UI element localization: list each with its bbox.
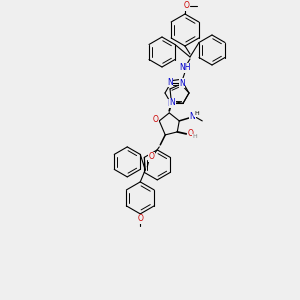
Text: O: O [148,152,154,161]
Text: H: H [192,134,196,140]
Text: O: O [152,116,158,124]
Text: N: N [167,99,173,108]
Text: N: N [167,78,173,87]
Text: N: N [189,112,195,122]
Text: NH: NH [179,64,191,73]
Text: O: O [137,214,143,224]
Text: O: O [184,2,190,10]
Text: O: O [187,129,193,138]
Text: N: N [179,79,185,88]
Text: N: N [169,98,175,107]
Text: H: H [194,111,199,116]
